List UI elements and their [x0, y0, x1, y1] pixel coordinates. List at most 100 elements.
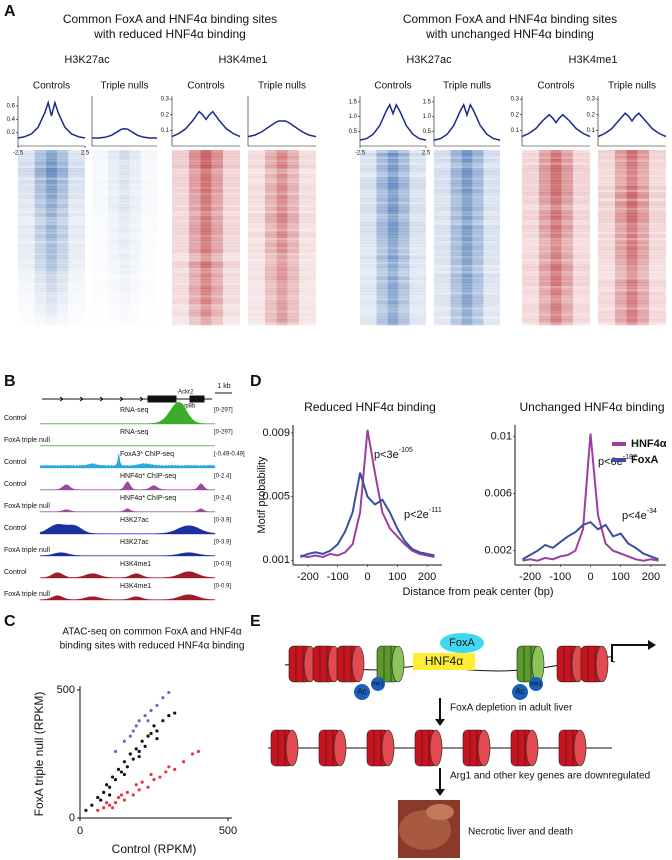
heatmap-row: [46, 174, 57, 178]
heatmap-row: [119, 286, 129, 289]
heatmap-row: [615, 168, 649, 172]
heatmap-row: [461, 177, 473, 181]
heatmap-row: [387, 300, 399, 305]
heatmap-row: [46, 234, 57, 238]
heatmap-row: [108, 210, 141, 214]
heatmap-row: [360, 294, 426, 299]
heatmap-row: [598, 192, 666, 196]
heatmap-row: [598, 195, 666, 199]
heatmap-row: [550, 306, 562, 311]
heatmap-row: [450, 285, 484, 289]
heatmap-row: [461, 222, 473, 226]
heatmap-row: [615, 225, 649, 229]
heatmap-row: [626, 270, 638, 274]
heatmap-row: [550, 198, 562, 202]
heatmap-row: [119, 219, 130, 223]
heatmap-row: [598, 297, 666, 302]
heatmap: [598, 150, 666, 326]
heatmap-row: [550, 201, 562, 205]
heatmap-row: [434, 231, 500, 235]
heatmap-row: [360, 192, 426, 196]
scatter-point: [152, 724, 156, 728]
heatmap-row: [539, 165, 573, 169]
heatmap-row: [615, 219, 649, 223]
heatmap-row: [265, 186, 299, 190]
heatmap-row: [189, 219, 223, 223]
heatmap-row: [387, 279, 399, 283]
heatmap-row: [461, 315, 473, 320]
heatmap-row: [434, 237, 500, 241]
heatmap-row: [119, 159, 130, 163]
scatter-point: [108, 803, 112, 807]
heatmap-row: [46, 159, 57, 163]
heatmap-row: [450, 273, 484, 277]
heatmap-row: [18, 153, 85, 157]
scatter-point: [149, 772, 153, 777]
heatmap-row: [265, 201, 299, 205]
heatmap-row: [276, 159, 288, 163]
heatmap-row: [108, 204, 141, 208]
heatmap-row: [387, 210, 399, 214]
heatmap-row: [376, 243, 410, 247]
heatmap-row: [276, 156, 288, 160]
nucleosome: [376, 645, 405, 683]
heatmap-row: [461, 294, 473, 299]
heatmap-row: [18, 246, 85, 250]
heatmap-row: [200, 309, 212, 314]
heatmap-row: [461, 213, 473, 217]
heatmap-row: [387, 150, 399, 154]
scatter-point: [196, 749, 200, 754]
heatmap-row: [387, 270, 399, 274]
track-signal: [39, 453, 216, 469]
heatmap-row: [18, 201, 85, 205]
p-value: p<3e-105: [374, 447, 413, 461]
heatmap-row: [189, 201, 223, 205]
heatmap-row: [360, 198, 426, 202]
heatmap-row: [522, 210, 590, 214]
heatmap-row: [360, 234, 426, 238]
heatmap-row: [539, 264, 573, 268]
y-axis-label: FoxA triple null (RPKM): [32, 692, 46, 817]
heatmap-row: [276, 165, 288, 169]
heatmap-row: [360, 222, 426, 226]
heatmap-row: [18, 186, 85, 190]
scatter-point: [167, 765, 171, 769]
heatmap-row: [626, 171, 638, 175]
heatmap-row: [539, 276, 573, 280]
heatmap-row: [434, 198, 500, 202]
heatmap-row: [248, 282, 316, 286]
heatmap-row: [387, 186, 399, 190]
nucleosome: [462, 729, 491, 767]
heatmap-row: [539, 174, 573, 178]
heatmap-row: [376, 237, 410, 241]
heatmap-row: [626, 165, 638, 169]
heatmap-row: [265, 249, 299, 253]
heatmap-row: [539, 282, 573, 286]
heatmap-row: [626, 213, 638, 217]
heatmap-row: [248, 315, 316, 320]
heatmap-row: [376, 261, 410, 265]
heatmap-row: [376, 192, 410, 196]
heatmap-row: [450, 150, 484, 154]
heatmap-row: [522, 183, 590, 187]
heatmap-row: [550, 156, 562, 160]
heatmap-row: [46, 291, 57, 296]
heatmap-row: [376, 240, 410, 244]
heatmap-row: [615, 165, 649, 169]
heatmap-row: [360, 306, 426, 311]
heatmap-row: [172, 309, 240, 314]
heatmap-row: [189, 234, 223, 238]
heatmap-row: [550, 240, 562, 244]
heatmap-row: [434, 312, 500, 317]
heatmap-row: [34, 273, 69, 277]
column-label: Triple nulls: [258, 81, 306, 92]
heatmap-row: [598, 174, 666, 178]
heatmap-row: [522, 303, 590, 308]
heatmap-row: [46, 231, 57, 235]
heatmap-row: [46, 192, 57, 196]
heatmap-row: [450, 231, 484, 235]
heatmap-row: [119, 210, 130, 214]
scatter-point: [158, 775, 162, 779]
heatmap-row: [615, 279, 649, 283]
heatmap-row: [522, 318, 590, 323]
